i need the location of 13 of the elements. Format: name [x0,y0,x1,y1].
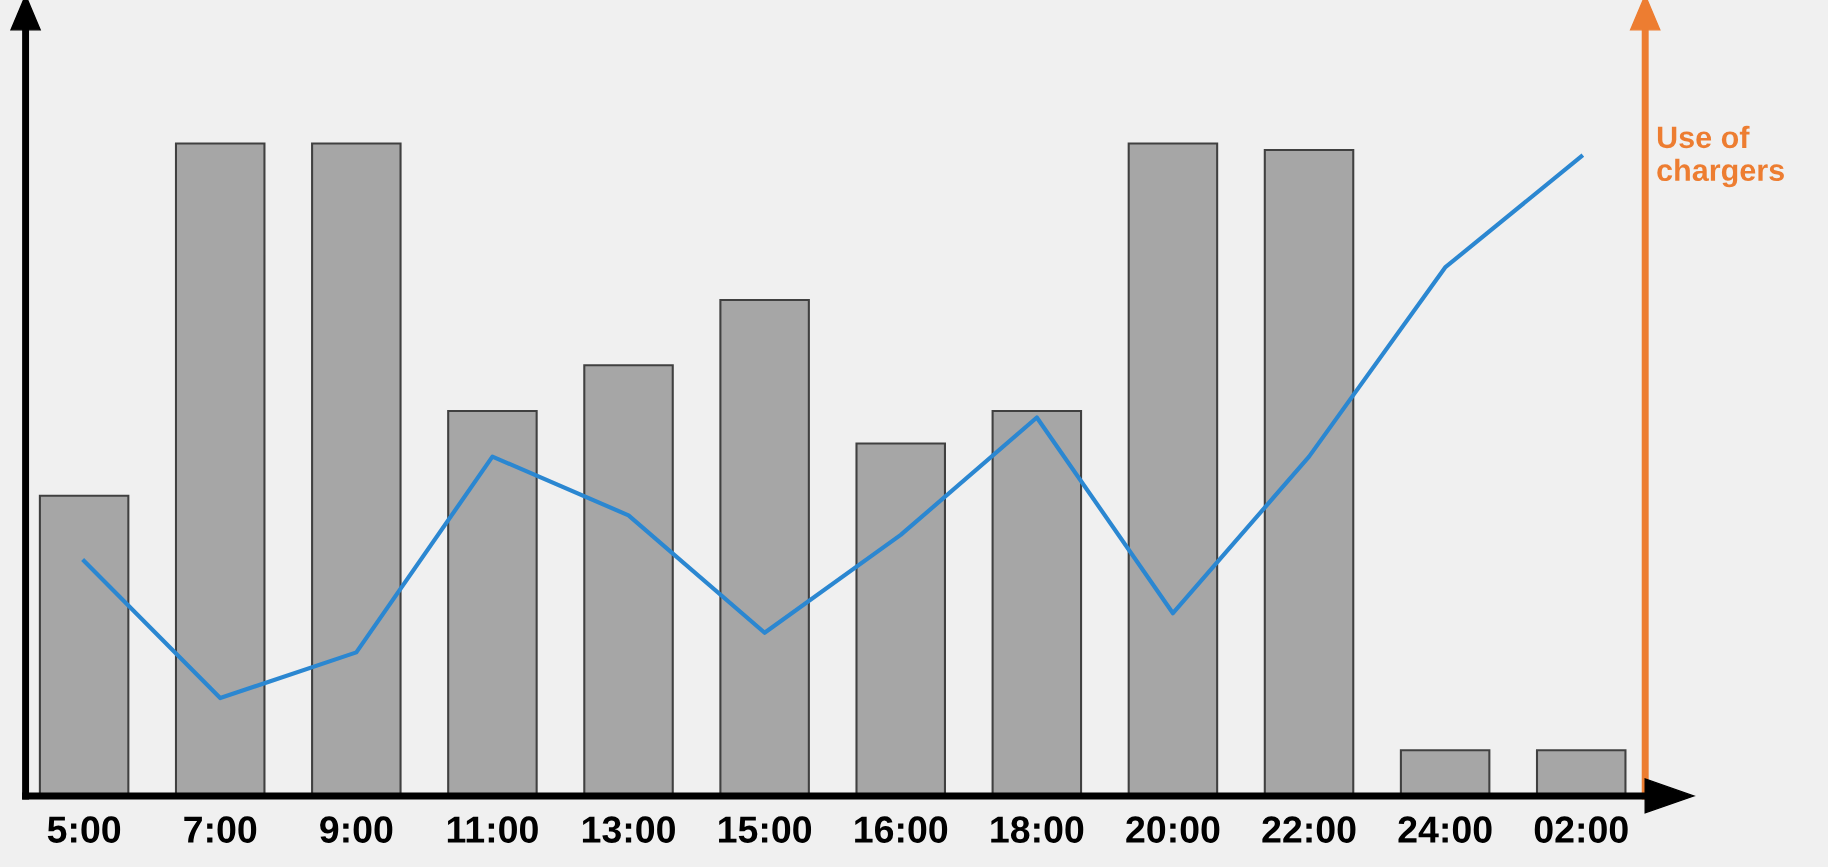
x-tick-label: 9:00 [320,816,393,843]
x-tick-label: 02:00 [1534,816,1628,843]
x-tick-label: 18:00 [991,816,1084,843]
x-tick-label: 16:00 [855,816,948,843]
x-tick-label: 20:00 [1126,816,1220,843]
text: Use of chargers [1657,125,1784,188]
x-tick-label: 15:00 [719,816,812,843]
x-tick-label: 7:00 [184,816,257,843]
x-tick-label: 11:00 [447,816,538,843]
x-tick-label: 13:00 [582,816,675,843]
x-tick-label: 5:00 [47,816,121,843]
x-tick-label: 22:00 [1262,816,1356,843]
x-tick-label: 24:00 [1398,816,1492,843]
